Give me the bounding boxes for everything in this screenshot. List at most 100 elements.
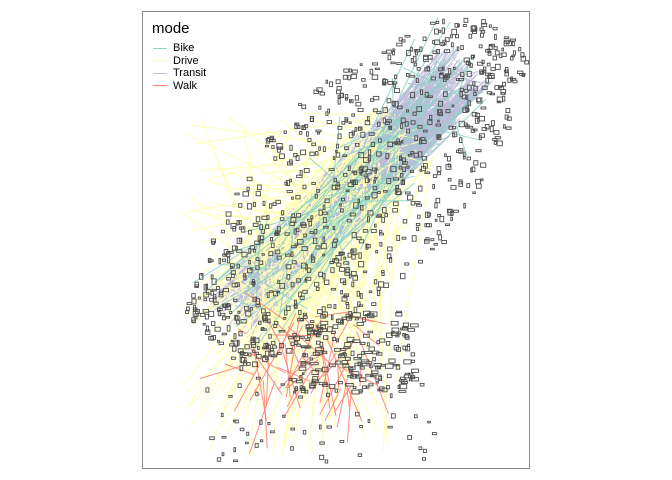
legend-key-walk [153, 85, 167, 87]
building-footprint [285, 264, 292, 270]
building-footprint [255, 351, 259, 355]
building-footprint [433, 243, 438, 246]
building-footprint [436, 166, 442, 172]
building-footprint [354, 317, 359, 321]
building-footprint [379, 229, 383, 233]
building-footprint [463, 17, 469, 23]
building-footprint [250, 338, 256, 346]
building-footprint [383, 282, 389, 288]
building-footprint [226, 277, 231, 281]
building-footprint [276, 143, 283, 150]
building-footprint [277, 280, 281, 284]
desire-line [338, 107, 381, 134]
building-footprint [315, 340, 321, 345]
building-footprint [465, 60, 471, 65]
building-footprint [337, 98, 341, 105]
building-footprint [283, 130, 287, 134]
building-footprint [438, 29, 442, 33]
building-footprint [270, 236, 273, 242]
building-footprint [261, 253, 265, 256]
building-footprint [402, 219, 408, 224]
building-footprint [450, 216, 453, 222]
building-footprint [415, 222, 421, 227]
building-footprint [230, 223, 237, 229]
building-footprint [340, 348, 346, 351]
building-footprint [266, 292, 270, 299]
building-footprint [289, 144, 293, 151]
building-footprint [346, 304, 350, 310]
building-footprint [356, 321, 364, 326]
legend-label-transit: Transit [173, 67, 207, 80]
desire-line [198, 161, 329, 171]
building-footprint [398, 37, 403, 42]
building-footprint [390, 61, 396, 65]
desire-line [391, 78, 396, 170]
building-footprint [388, 358, 396, 364]
building-footprint [439, 215, 445, 223]
building-footprint [377, 366, 381, 370]
building-footprint [411, 368, 419, 373]
building-footprint [426, 95, 433, 98]
building-footprint [372, 186, 378, 191]
building-footprint [387, 54, 392, 61]
building-footprint [453, 66, 456, 70]
building-footprint [478, 44, 483, 49]
building-footprint [233, 333, 237, 340]
desire-line [394, 195, 400, 249]
building-footprint [228, 250, 234, 254]
building-footprint [247, 267, 253, 274]
building-footprint [344, 118, 348, 122]
building-footprint [289, 221, 295, 226]
building-footprint [276, 255, 282, 260]
building-footprint [368, 132, 375, 136]
building-footprint [377, 121, 381, 127]
desire-line [315, 311, 353, 318]
building-footprint [414, 200, 421, 204]
building-footprint [390, 413, 396, 419]
building-footprint [485, 77, 490, 84]
building-footprint [373, 180, 376, 184]
building-footprint [336, 86, 342, 91]
building-footprint [332, 156, 336, 161]
building-footprint [366, 342, 370, 347]
building-footprint [490, 67, 496, 72]
building-footprint [498, 85, 503, 89]
building-footprint [357, 107, 364, 112]
building-footprint [364, 120, 371, 126]
building-footprint [301, 246, 308, 252]
building-footprint [365, 243, 369, 250]
building-footprint [438, 73, 444, 79]
building-footprint [390, 320, 399, 326]
building-footprint [349, 179, 356, 183]
building-footprint [233, 447, 236, 453]
building-footprint [438, 67, 444, 72]
building-footprint [225, 211, 232, 217]
building-footprint [363, 157, 370, 164]
building-footprint [300, 361, 307, 367]
building-footprint [342, 351, 347, 355]
building-footprint [410, 352, 416, 357]
desire-line [272, 110, 393, 183]
building-footprint [366, 244, 371, 249]
desire-line [256, 222, 261, 301]
building-footprint [363, 350, 373, 355]
legend-item-walk: Walk [152, 80, 206, 93]
desire-line [200, 118, 275, 296]
building-footprint [350, 248, 357, 252]
building-footprint [492, 137, 498, 141]
building-footprint [210, 321, 216, 326]
building-footprint [226, 251, 231, 258]
desire-line [300, 174, 391, 240]
building-footprint [306, 131, 309, 137]
building-footprint [319, 441, 325, 445]
building-footprint [340, 197, 346, 202]
building-footprint [434, 28, 439, 35]
building-footprint [254, 240, 261, 245]
building-footprint [318, 271, 323, 278]
building-footprint [221, 436, 227, 439]
building-footprint [465, 108, 470, 113]
building-footprint [415, 78, 419, 83]
desire-line [223, 219, 234, 266]
building-footprint [274, 231, 279, 236]
building-footprint [319, 424, 322, 430]
